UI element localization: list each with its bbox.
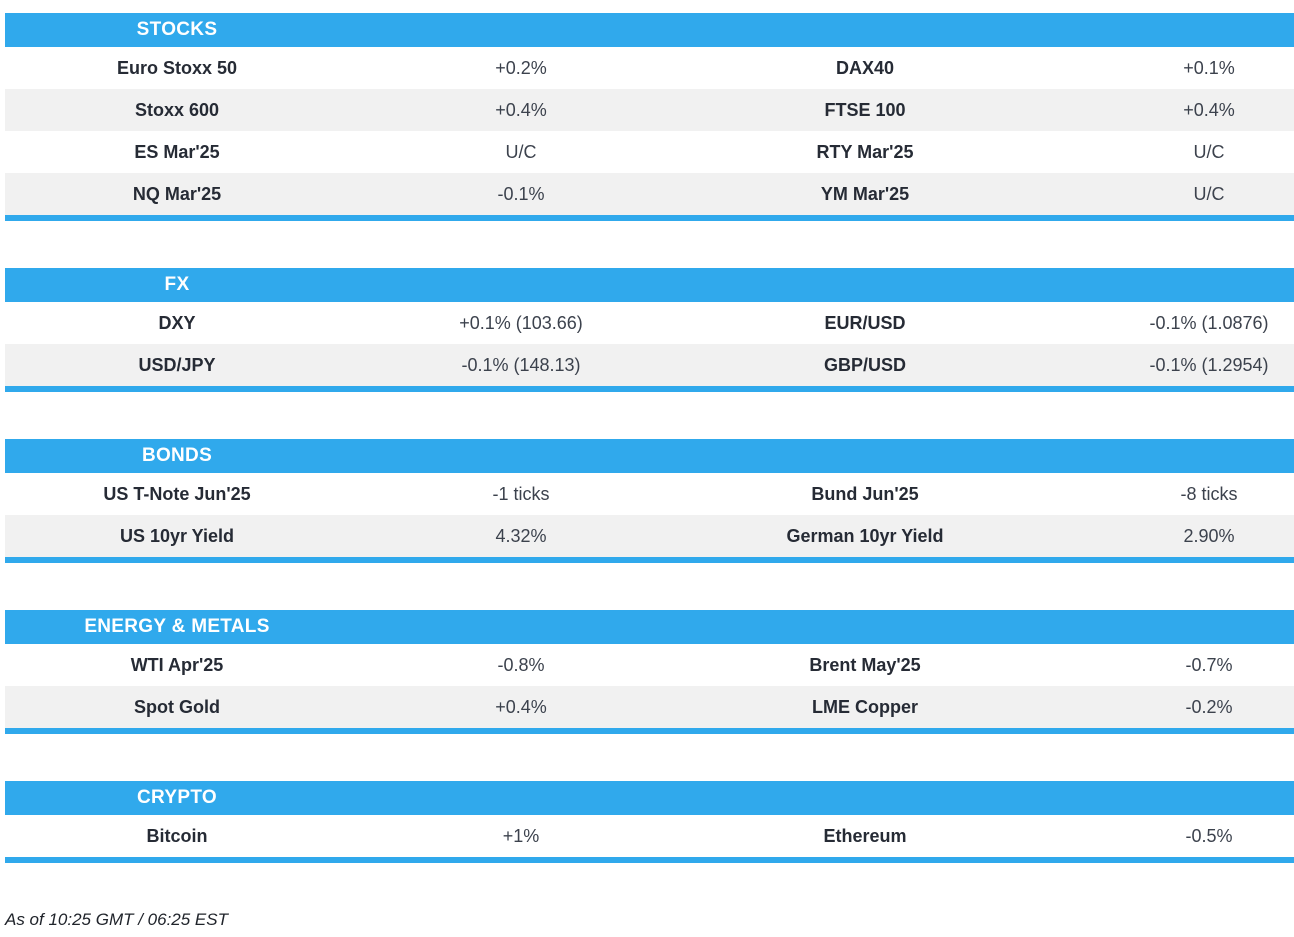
instrument-name: DAX40 bbox=[835, 57, 895, 78]
instrument-name: Euro Stoxx 50 bbox=[116, 57, 238, 78]
section-divider-bar bbox=[5, 857, 1294, 863]
instrument-change: +0.4% bbox=[1183, 99, 1235, 120]
market-section: ENERGY & METALS WTI Apr'25 -0.8% Brent M… bbox=[5, 610, 1294, 734]
section-title: BONDS bbox=[141, 445, 213, 466]
instrument-change: -0.7% bbox=[1185, 654, 1233, 675]
instrument-name: German 10yr Yield bbox=[786, 525, 944, 546]
section-title: FX bbox=[164, 274, 190, 295]
market-section: BONDS US T-Note Jun'25 -1 ticks Bund Jun… bbox=[5, 439, 1294, 563]
table-row: NQ Mar'25 -0.1% YM Mar'25 U/C bbox=[5, 173, 1294, 215]
instrument-change: U/C bbox=[1193, 183, 1225, 204]
section-rows: Euro Stoxx 50 +0.2% DAX40 +0.1% Stoxx 60… bbox=[5, 47, 1294, 215]
instrument-change: -0.5% bbox=[1185, 825, 1233, 846]
instrument-name: EUR/USD bbox=[824, 312, 906, 333]
market-section: CRYPTO Bitcoin +1% Ethereum -0.5% bbox=[5, 781, 1294, 863]
section-divider-bar bbox=[5, 728, 1294, 734]
instrument-name: Spot Gold bbox=[134, 696, 220, 717]
section-header-bar: BONDS bbox=[5, 439, 1294, 473]
instrument-name: FTSE 100 bbox=[824, 99, 906, 120]
section-header-bar: CRYPTO bbox=[5, 781, 1294, 815]
instrument-name: Bund Jun'25 bbox=[811, 483, 919, 504]
table-row: USD/JPY -0.1% (148.13) GBP/USD -0.1% (1.… bbox=[5, 344, 1294, 386]
timestamp-footer: As of 10:25 GMT / 06:25 EST bbox=[5, 910, 228, 929]
section-rows: Bitcoin +1% Ethereum -0.5% bbox=[5, 815, 1294, 857]
section-rows: WTI Apr'25 -0.8% Brent May'25 -0.7% Spot… bbox=[5, 644, 1294, 728]
section-rows: US T-Note Jun'25 -1 ticks Bund Jun'25 -8… bbox=[5, 473, 1294, 557]
section-rows: DXY +0.1% (103.66) EUR/USD -0.1% (1.0876… bbox=[5, 302, 1294, 386]
market-sections: STOCKS Euro Stoxx 50 +0.2% DAX40 +0.1% S… bbox=[5, 13, 1294, 863]
table-row: ES Mar'25 U/C RTY Mar'25 U/C bbox=[5, 131, 1294, 173]
section-divider-bar bbox=[5, 215, 1294, 221]
instrument-name: WTI Apr'25 bbox=[130, 654, 224, 675]
instrument-name: Bitcoin bbox=[146, 825, 208, 846]
section-title: ENERGY & METALS bbox=[84, 616, 270, 637]
section-divider-bar bbox=[5, 386, 1294, 392]
instrument-change: 4.32% bbox=[495, 525, 547, 546]
section-divider-bar bbox=[5, 557, 1294, 563]
table-row: US T-Note Jun'25 -1 ticks Bund Jun'25 -8… bbox=[5, 473, 1294, 515]
instrument-name: USD/JPY bbox=[138, 354, 216, 375]
instrument-name: LME Copper bbox=[812, 696, 918, 717]
table-row: Stoxx 600 +0.4% FTSE 100 +0.4% bbox=[5, 89, 1294, 131]
instrument-change: -0.2% bbox=[1185, 696, 1233, 717]
instrument-change: U/C bbox=[1193, 141, 1225, 162]
instrument-change: -0.1% bbox=[497, 183, 545, 204]
instrument-name: US 10yr Yield bbox=[119, 525, 235, 546]
instrument-change: -1 ticks bbox=[492, 483, 550, 504]
instrument-change: U/C bbox=[505, 141, 537, 162]
market-section: FX DXY +0.1% (103.66) EUR/USD -0.1% (1.0… bbox=[5, 268, 1294, 392]
section-header-bar: ENERGY & METALS bbox=[5, 610, 1294, 644]
instrument-change: +1% bbox=[502, 825, 540, 846]
instrument-name: Stoxx 600 bbox=[134, 99, 220, 120]
instrument-name: Brent May'25 bbox=[809, 654, 921, 675]
instrument-name: GBP/USD bbox=[823, 354, 906, 375]
table-row: DXY +0.1% (103.66) EUR/USD -0.1% (1.0876… bbox=[5, 302, 1294, 344]
instrument-name: RTY Mar'25 bbox=[816, 141, 914, 162]
instrument-change: -0.1% (1.0876) bbox=[1149, 312, 1269, 333]
instrument-name: YM Mar'25 bbox=[820, 183, 910, 204]
section-title: CRYPTO bbox=[137, 787, 217, 808]
instrument-change: -0.1% (1.2954) bbox=[1149, 354, 1269, 375]
table-row: Euro Stoxx 50 +0.2% DAX40 +0.1% bbox=[5, 47, 1294, 89]
instrument-name: NQ Mar'25 bbox=[132, 183, 222, 204]
instrument-change: -0.1% (148.13) bbox=[461, 354, 581, 375]
instrument-change: +0.1% (103.66) bbox=[459, 312, 583, 333]
table-row: WTI Apr'25 -0.8% Brent May'25 -0.7% bbox=[5, 644, 1294, 686]
table-row: Spot Gold +0.4% LME Copper -0.2% bbox=[5, 686, 1294, 728]
instrument-change: 2.90% bbox=[1183, 525, 1235, 546]
section-header-bar: FX bbox=[5, 268, 1294, 302]
table-row: US 10yr Yield 4.32% German 10yr Yield 2.… bbox=[5, 515, 1294, 557]
section-title: STOCKS bbox=[136, 19, 218, 40]
instrument-change: +0.4% bbox=[495, 696, 547, 717]
market-section: STOCKS Euro Stoxx 50 +0.2% DAX40 +0.1% S… bbox=[5, 13, 1294, 221]
instrument-change: -0.8% bbox=[497, 654, 545, 675]
instrument-name: ES Mar'25 bbox=[134, 141, 220, 162]
instrument-change: +0.4% bbox=[495, 99, 547, 120]
instrument-change: -8 ticks bbox=[1180, 483, 1238, 504]
instrument-change: +0.1% bbox=[1183, 57, 1235, 78]
instrument-change: +0.2% bbox=[495, 57, 547, 78]
section-header-bar: STOCKS bbox=[5, 13, 1294, 47]
instrument-name: Ethereum bbox=[823, 825, 907, 846]
table-row: Bitcoin +1% Ethereum -0.5% bbox=[5, 815, 1294, 857]
instrument-name: US T-Note Jun'25 bbox=[103, 483, 251, 504]
instrument-name: DXY bbox=[158, 312, 196, 333]
